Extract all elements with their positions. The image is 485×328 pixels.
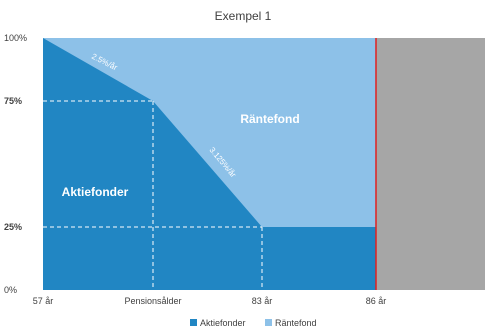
aktiefonder-area <box>43 38 376 290</box>
y-axis-ticks: 100% 75% 25% 0% <box>4 33 27 295</box>
legend: Aktiefonder Räntefond <box>190 318 317 328</box>
legend-swatch-rantefond <box>265 319 272 326</box>
legend-swatch-aktiefonder <box>190 319 197 326</box>
region-label-aktiefonder: Aktiefonder <box>62 185 129 199</box>
region-label-rantefond: Räntefond <box>240 112 299 126</box>
x-tick-label-3: 86 år <box>366 296 387 306</box>
y-tick-label-3: 0% <box>4 285 17 295</box>
after-marker-area <box>376 38 485 290</box>
y-tick-label-0: 100% <box>4 33 27 43</box>
x-tick-label-0: 57 år <box>33 296 54 306</box>
x-axis-ticks: 57 år Pensionsålder 83 år 86 år <box>33 296 387 306</box>
x-tick-label-2: 83 år <box>252 296 273 306</box>
chart-title: Exempel 1 <box>215 9 272 23</box>
y-tick-label-1: 75% <box>4 96 22 106</box>
y-tick-label-2: 25% <box>4 222 22 232</box>
x-tick-label-1: Pensionsålder <box>124 296 181 306</box>
legend-label-rantefond: Räntefond <box>275 318 317 328</box>
legend-label-aktiefonder: Aktiefonder <box>200 318 246 328</box>
